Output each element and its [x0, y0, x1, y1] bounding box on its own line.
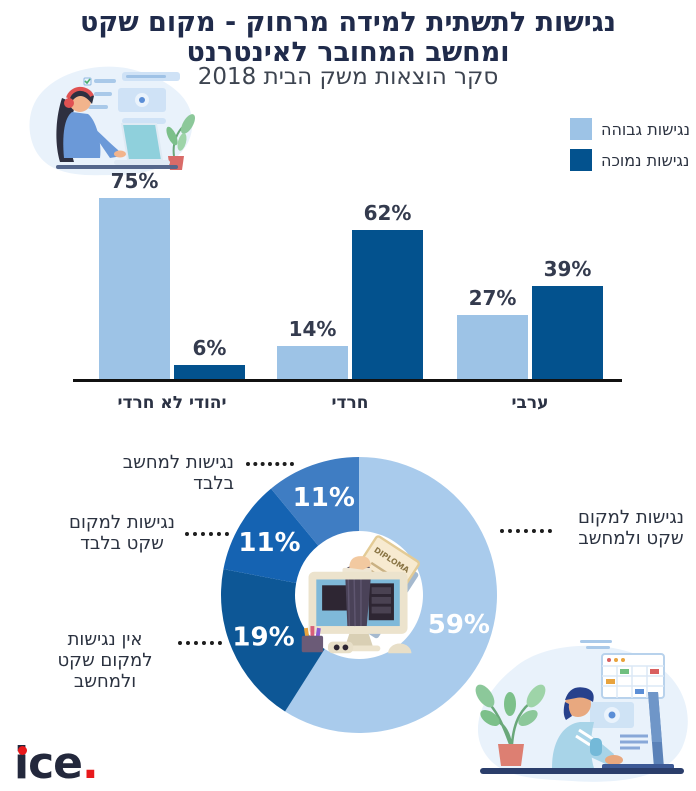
- legend-swatch-low: [570, 149, 592, 171]
- donut-slice-1: [285, 457, 497, 733]
- bar-value-label: 6%: [192, 336, 227, 360]
- bar-value-label: 39%: [543, 257, 592, 281]
- category-label: ערבי: [511, 393, 549, 413]
- donut-label-quiet-only: נגישות למקום שקט בלבד: [69, 512, 175, 554]
- legend-swatch-high: [570, 118, 592, 140]
- page-title: נגישות לתשתית למידה מרחוק - מקום שקט ומח…: [0, 8, 696, 68]
- legend-label-high: נגישות גבוהה: [601, 119, 690, 139]
- donut-value-label: 11%: [238, 528, 300, 558]
- bar-value-label: 27%: [468, 286, 517, 310]
- plant-icon: [166, 114, 195, 170]
- ice-logo: ice.: [14, 738, 99, 789]
- category-label: יהודי לא חרדי: [117, 393, 227, 413]
- woman-laptop-illustration: [29, 66, 195, 176]
- computer-icon: [308, 571, 408, 652]
- desk-icon: [480, 768, 684, 774]
- bar: [174, 365, 245, 380]
- category-label: חרדי: [331, 393, 369, 413]
- diploma-computer-illustration: DIPLOMA: [301, 535, 420, 654]
- bar-value-label: 75%: [110, 169, 159, 193]
- plant-icon: [475, 684, 546, 766]
- bar-group-2: 14% 62%: [277, 201, 423, 380]
- mouse-icon: [388, 643, 412, 654]
- donut-chart: 59% 19% 11% 11%: [220, 457, 497, 733]
- leader-dots-computer-only: [246, 462, 294, 466]
- bar: [99, 198, 170, 380]
- page-subtitle: סקר הוצאות משק הבית 2018: [197, 64, 499, 90]
- donut-slice-3: [223, 488, 319, 584]
- donut-slice-4: [271, 457, 359, 546]
- logo-red-dot-icon: [18, 746, 27, 755]
- legend-item-high: נגישות גבוהה: [570, 118, 690, 140]
- man-desk-illustration: [475, 640, 688, 782]
- donut-value-label: 11%: [293, 483, 355, 513]
- donut-value-label: 19%: [232, 622, 294, 652]
- donut-label-quiet-and-computer: נגישות למקום שקט ולמחשב: [578, 507, 684, 549]
- bar-group-3: 27% 39%: [457, 257, 603, 380]
- leader-dots-no-access: [178, 641, 222, 645]
- bar: [352, 230, 423, 380]
- calendar-icon: [601, 653, 665, 699]
- speaker-icon: [327, 641, 354, 654]
- desk-icon: [56, 165, 178, 169]
- floating-ui-cards-icon: [83, 72, 180, 124]
- chart-legend: נגישות גבוהה נגישות נמוכה: [570, 118, 690, 180]
- donut-label-computer-only: נגישות למחשב בלבד: [122, 452, 234, 494]
- page-title-line1: נגישות לתשתית למידה מרחוק - מקום שקט: [79, 7, 617, 38]
- bar: [457, 315, 528, 380]
- logo-period: .: [82, 738, 99, 789]
- donut-label-no-access: אין נגישות למקום שקט ולמחשב: [57, 629, 153, 692]
- bar: [277, 346, 348, 380]
- bar-value-label: 62%: [363, 201, 412, 225]
- bar-group-1: 75% 6%: [99, 169, 245, 380]
- woman-icon: [56, 86, 126, 162]
- leader-dots-quiet-and-computer: [500, 529, 552, 533]
- page-title-line2: ומחשב המחובר לאינטרנט: [186, 37, 510, 68]
- legend-item-low: נגישות נמוכה: [570, 149, 690, 171]
- bar-chart: 75% 6% 14% 62% 27% 39%: [75, 165, 620, 380]
- arm-through-screen: [345, 579, 371, 627]
- donut-slice-2: [220, 569, 325, 712]
- bar-value-label: 14%: [288, 317, 337, 341]
- pencil-cup-icon: [301, 626, 324, 653]
- laptop-icon: [114, 123, 170, 165]
- donut-value-label: 59%: [428, 610, 490, 640]
- x-axis-line: [73, 379, 622, 382]
- legend-label-low: נגישות נמוכה: [601, 150, 690, 170]
- bar: [532, 286, 603, 380]
- video-card-icon: [590, 702, 634, 728]
- leader-dots-quiet-only: [185, 532, 229, 536]
- man-icon: [552, 687, 623, 768]
